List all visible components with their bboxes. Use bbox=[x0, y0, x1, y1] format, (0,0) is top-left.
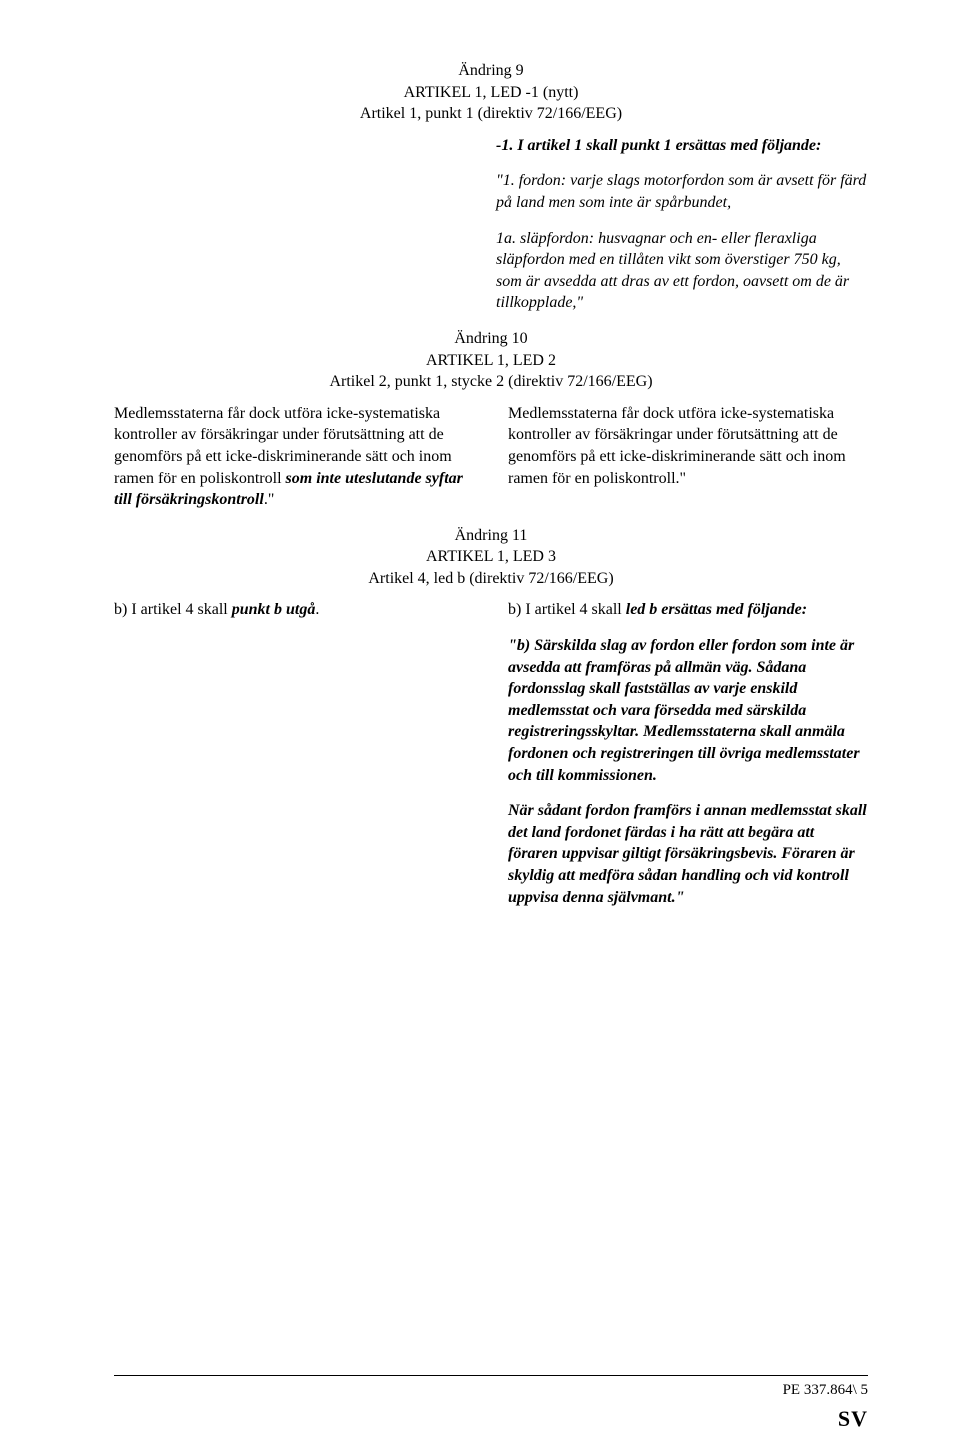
footer-divider bbox=[114, 1375, 868, 1376]
amendment-10-heading: Ändring 10 ARTIKEL 1, LED 2 Artikel 2, p… bbox=[114, 328, 868, 393]
heading-line: Ändring 9 bbox=[114, 60, 868, 82]
amendment-11-heading: Ändring 11 ARTIKEL 1, LED 3 Artikel 4, l… bbox=[114, 525, 868, 590]
amend9-p3: 1a. släpfordon: husvagnar och en- eller … bbox=[496, 228, 868, 314]
amend10-left-col: Medlemsstaterna får dock utföra icke-sys… bbox=[114, 403, 474, 511]
heading-line: Ändring 10 bbox=[114, 328, 868, 350]
amend11-left-bold: punkt b utgå bbox=[232, 601, 316, 618]
heading-line: Artikel 4, led b (direktiv 72/166/EEG) bbox=[114, 568, 868, 590]
amend11-right-p3: När sådant fordon framförs i annan medle… bbox=[508, 800, 868, 908]
heading-line: Artikel 2, punkt 1, stycke 2 (direktiv 7… bbox=[114, 371, 868, 393]
amend11-right-p1-pre: b) I artikel 4 skall bbox=[508, 601, 626, 618]
amend11-left-col: b) I artikel 4 skall punkt b utgå. bbox=[114, 599, 474, 922]
amend11-left-pre: b) I artikel 4 skall bbox=[114, 601, 232, 618]
amendment-9-body: -1. I artikel 1 skall punkt 1 ersättas m… bbox=[496, 135, 868, 314]
page-footer: PE 337.864\ 5 bbox=[114, 1375, 868, 1400]
amendment-10-columns: Medlemsstaterna får dock utföra icke-sys… bbox=[114, 403, 868, 511]
amend11-right-col: b) I artikel 4 skall led b ersättas med … bbox=[508, 599, 868, 922]
amend11-right-p1: b) I artikel 4 skall led b ersättas med … bbox=[508, 599, 868, 621]
amend10-right-col: Medlemsstaterna får dock utföra icke-sys… bbox=[508, 403, 868, 511]
amend10-right: Medlemsstaterna får dock utföra icke-sys… bbox=[508, 405, 846, 487]
amend9-p1: -1. I artikel 1 skall punkt 1 ersättas m… bbox=[496, 135, 868, 157]
heading-line: Artikel 1, punkt 1 (direktiv 72/166/EEG) bbox=[114, 103, 868, 125]
amendment-11-columns: b) I artikel 4 skall punkt b utgå. b) I … bbox=[114, 599, 868, 922]
amendment-9-heading: Ändring 9 ARTIKEL 1, LED -1 (nytt) Artik… bbox=[114, 60, 868, 125]
heading-line: ARTIKEL 1, LED -1 (nytt) bbox=[114, 82, 868, 104]
amend9-p1-pre: -1. bbox=[496, 137, 513, 154]
amend10-left-post: ." bbox=[264, 491, 275, 508]
amend9-p1-bold: I artikel 1 skall punkt 1 ersättas med f… bbox=[517, 137, 821, 154]
amend9-p2: "1. fordon: varje slags motorfordon som … bbox=[496, 170, 868, 213]
amend11-left-post: . bbox=[315, 601, 319, 618]
amend11-right-p1-bold: led b ersättas med följande: bbox=[626, 601, 807, 618]
page-reference: PE 337.864\ 5 bbox=[783, 1380, 868, 1400]
language-code: SV bbox=[838, 1404, 868, 1434]
heading-line: Ändring 11 bbox=[114, 525, 868, 547]
amend11-right-p2: "b) Särskilda slag av fordon eller fordo… bbox=[508, 635, 868, 786]
heading-line: ARTIKEL 1, LED 2 bbox=[114, 350, 868, 372]
heading-line: ARTIKEL 1, LED 3 bbox=[114, 546, 868, 568]
